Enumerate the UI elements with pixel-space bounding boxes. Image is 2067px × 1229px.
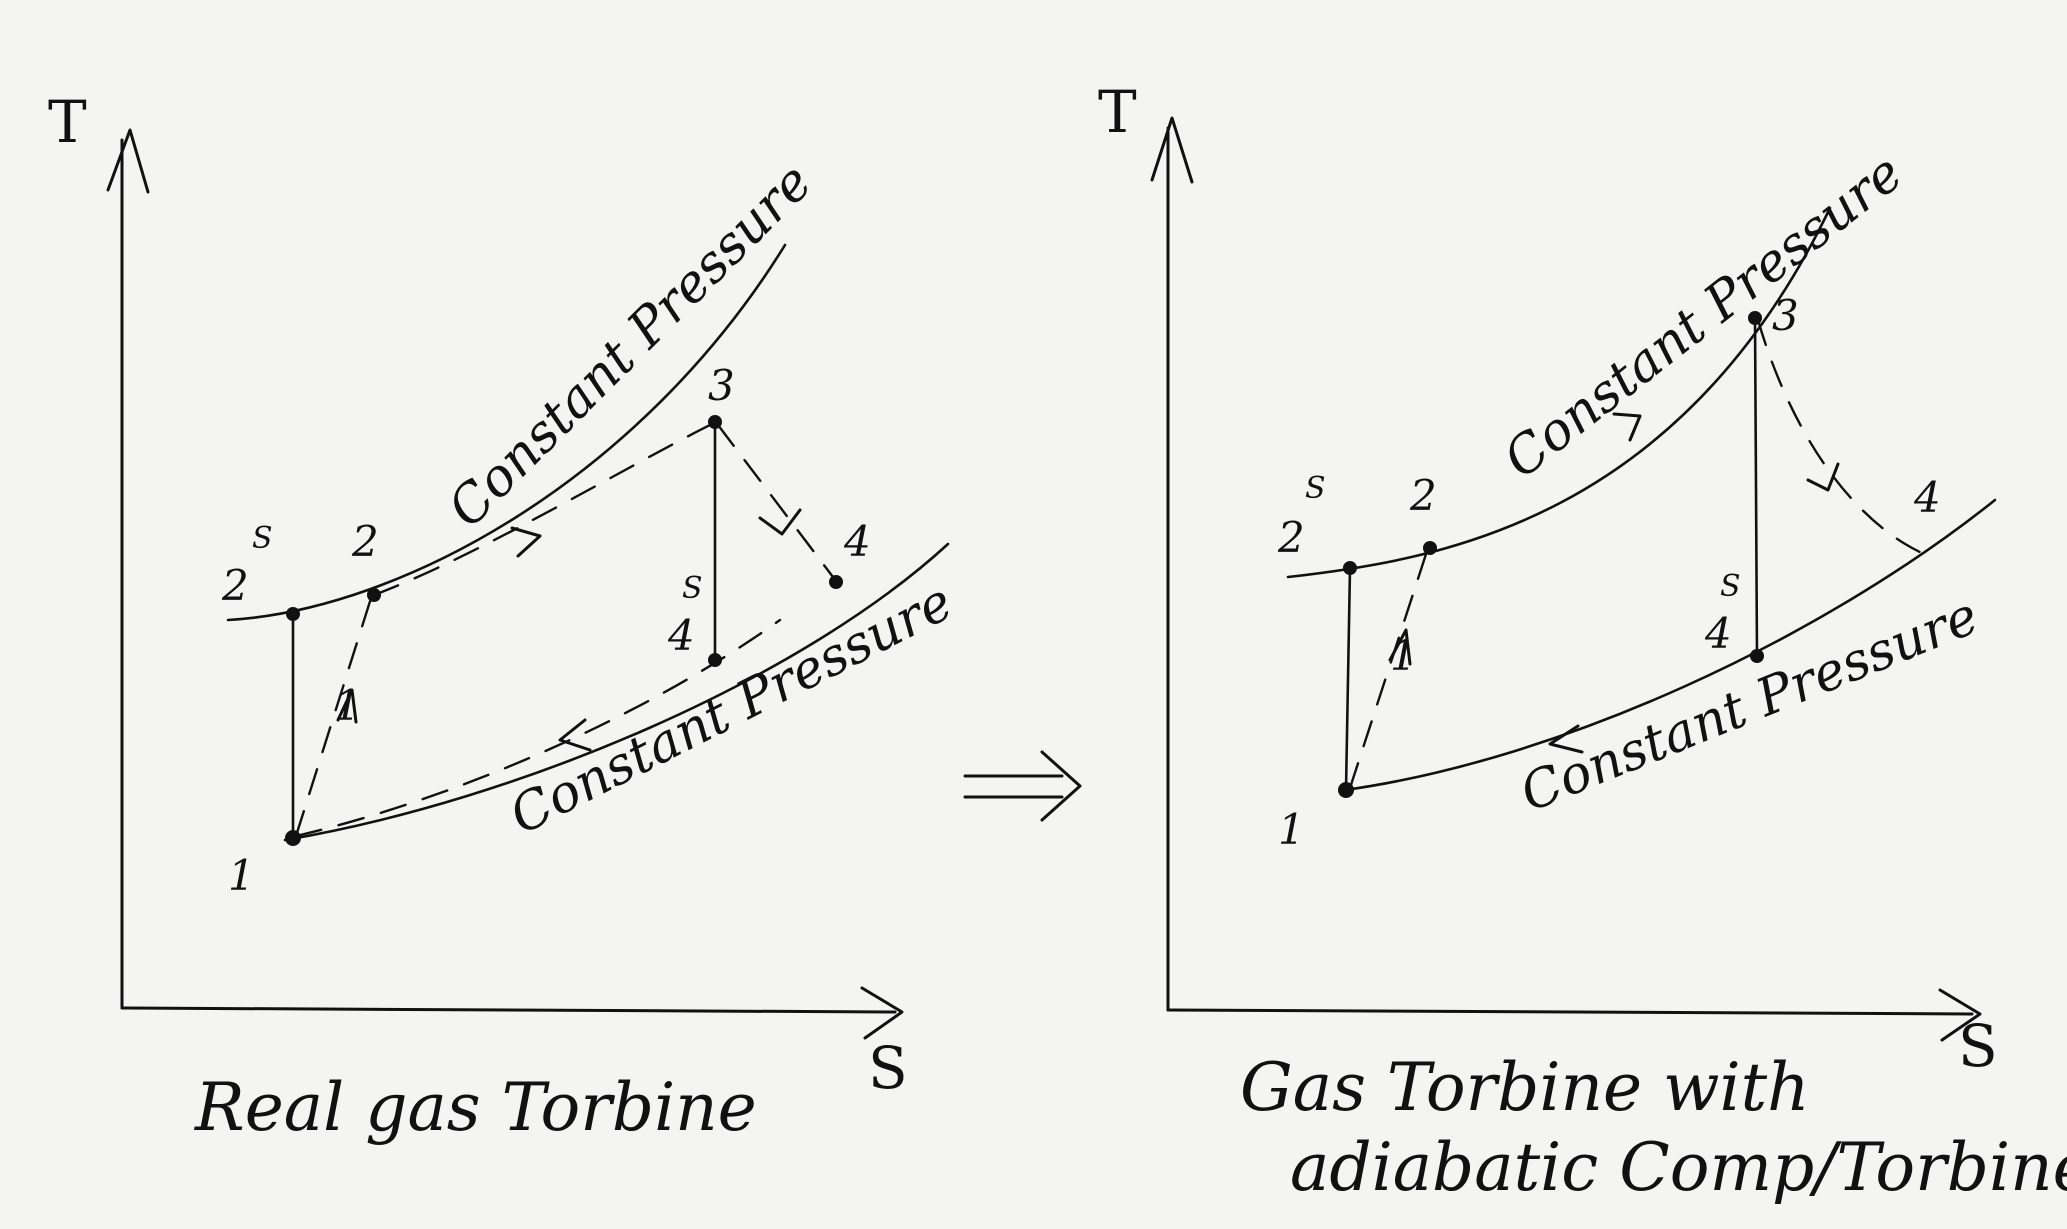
left-heat-addition-path	[372, 422, 714, 597]
right-s-axis	[1166, 1008, 1974, 1016]
right-lower-curve-label: Constant Pressure	[1512, 586, 1986, 824]
left-label-path-12: 1	[334, 681, 361, 730]
left-upper-constant-pressure-curve	[226, 243, 787, 622]
left-point-2	[367, 588, 381, 602]
left-lower-constant-pressure-curve	[283, 542, 950, 842]
right-lower-constant-pressure-curve	[1343, 498, 1997, 792]
left-point-2s	[286, 607, 300, 621]
left-arrow-right-icon	[510, 526, 542, 558]
left-label-4s: 4	[667, 611, 695, 660]
left-point-4	[829, 575, 843, 589]
right-label-3: 3	[1772, 291, 1799, 340]
left-caption: Real gas Torbine	[194, 1069, 757, 1146]
right-isentropic-compression-line	[1344, 566, 1352, 792]
left-s-axis	[120, 1006, 897, 1014]
left-label-4s-sup: S	[682, 571, 703, 606]
left-point-1	[285, 830, 301, 846]
left-arrow-up-icon	[336, 688, 358, 724]
implies-arrow	[963, 750, 1082, 822]
left-t-axis-arrowhead	[106, 128, 150, 194]
right-label-2: 2	[1409, 471, 1437, 520]
left-label-2s-sup: S	[252, 521, 273, 556]
right-label-path-12: 1	[1390, 631, 1417, 680]
right-point-4s	[1750, 649, 1764, 663]
left-lower-curve-label: Constant Pressure	[501, 572, 962, 847]
implies-arrow-icon	[963, 750, 1082, 822]
right-label-1: 1	[1278, 805, 1305, 854]
right-arrow-up-icon	[1388, 628, 1412, 666]
right-arrow-left-icon	[1548, 724, 1584, 754]
right-label-4s: 4	[1704, 609, 1732, 658]
left-arrow-down-icon	[758, 508, 802, 536]
right-upper-curve-label: Constant Pressure	[1493, 143, 1914, 490]
right-label-4: 4	[1913, 473, 1941, 522]
right-t-axis-label: T	[1098, 78, 1137, 146]
right-s-axis-label: S	[1958, 1012, 1998, 1080]
left-point-4s	[708, 653, 722, 667]
left-s-axis-label: S	[868, 1034, 908, 1102]
right-caption-line1: Gas Torbine with	[1240, 1049, 1810, 1126]
left-arrow-left-icon	[558, 718, 592, 752]
right-label-4s-sup: S	[1720, 569, 1741, 604]
right-t-axis-arrowhead	[1150, 116, 1194, 184]
left-point-3	[708, 415, 722, 429]
right-arrow-down-icon	[1806, 462, 1840, 492]
right-s-axis-arrowhead	[1938, 988, 1982, 1042]
left-t-axis-label: T	[48, 88, 87, 156]
right-caption-line2: adiabatic Comp/Torbine	[1290, 1129, 2067, 1206]
left-diagram: T S 2 S 2 3 4 4 S 1 1 Co	[48, 88, 962, 1146]
left-label-3: 3	[708, 361, 735, 410]
right-arrow-right-icon	[1612, 412, 1642, 442]
right-isentropic-expansion-line	[1753, 316, 1759, 658]
left-label-2s: 2	[221, 561, 249, 610]
left-label-2: 2	[351, 517, 379, 566]
left-real-expansion-path	[716, 423, 838, 583]
right-point-3	[1748, 311, 1762, 325]
left-upper-curve-label: Constant Pressure	[437, 152, 824, 539]
right-point-2	[1423, 541, 1437, 555]
right-label-2s: 2	[1277, 513, 1305, 562]
right-diagram: T S 2 S 2 3 4 4 S 1 1 Constant Pressure	[1098, 78, 2067, 1206]
left-label-4: 4	[843, 517, 871, 566]
right-point-1	[1338, 782, 1354, 798]
right-point-2s	[1343, 561, 1357, 575]
left-label-1: 1	[228, 851, 255, 900]
right-label-2s-sup: S	[1305, 471, 1326, 506]
left-s-axis-arrowhead	[860, 986, 904, 1040]
right-real-expansion-path	[1756, 318, 1926, 556]
